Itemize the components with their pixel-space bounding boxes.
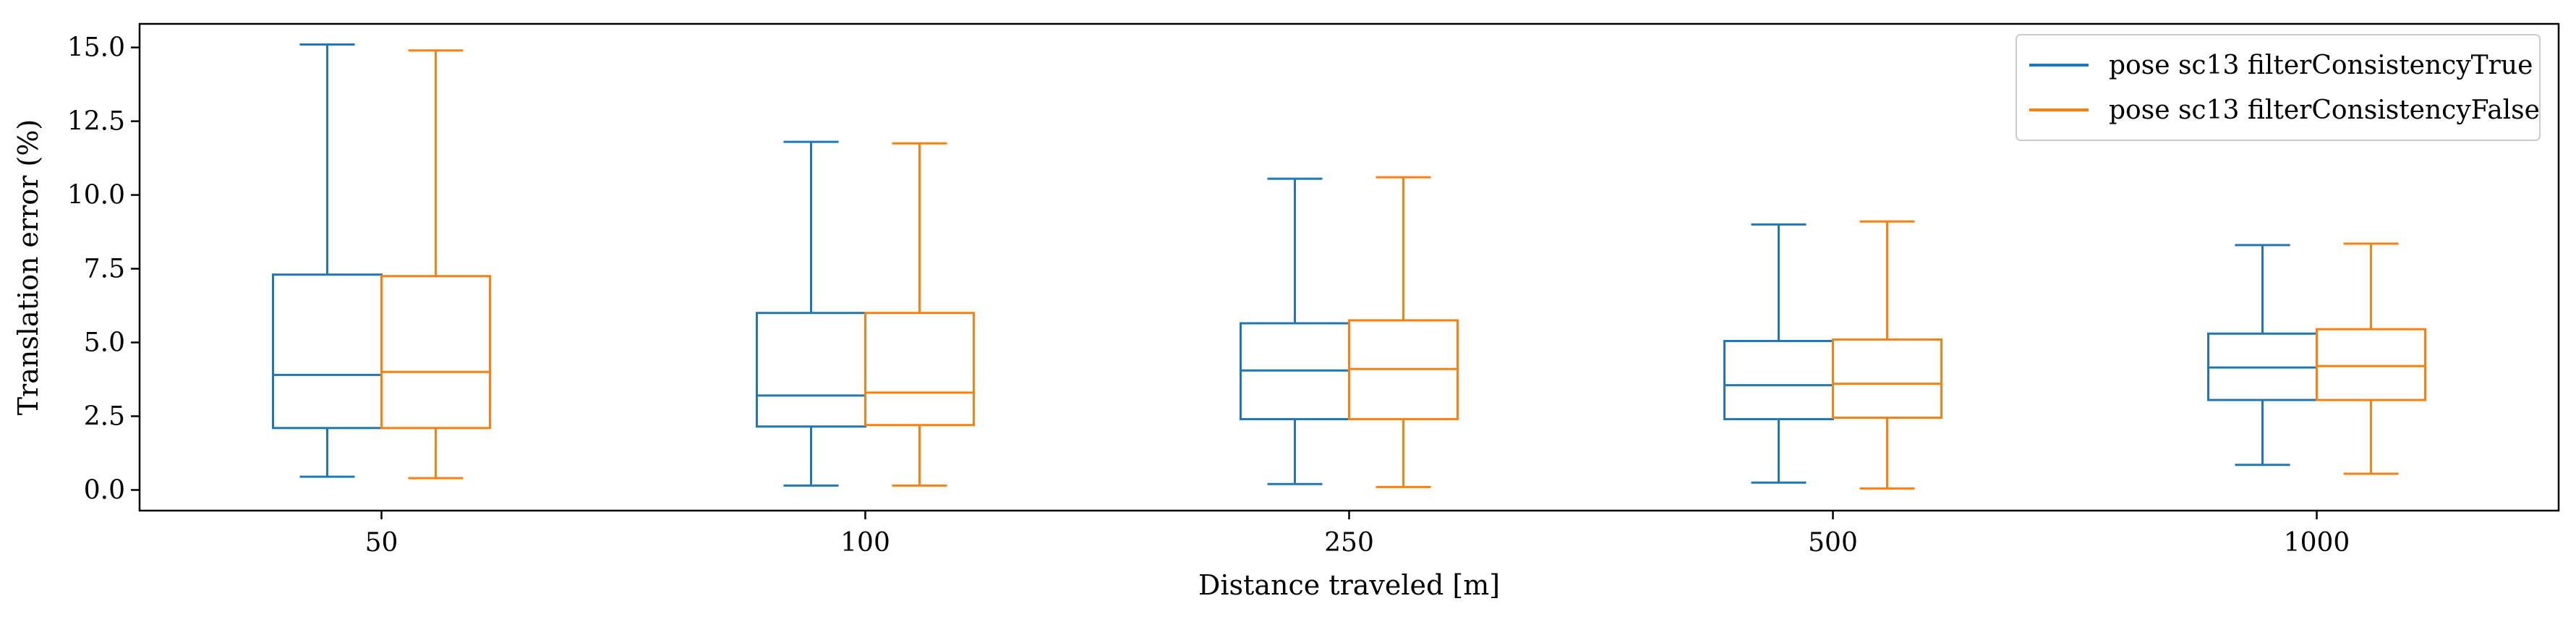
- iqr-box: [380, 275, 491, 430]
- y-axis-label: Translation error (%): [12, 119, 44, 416]
- x-axis: 50 100 250 500 1000: [365, 511, 2350, 558]
- x-tick-label: 50: [365, 528, 398, 558]
- iqr-box: [1832, 338, 1942, 419]
- x-tick-label: 500: [1808, 528, 1858, 558]
- box-500-series-2: [1832, 220, 1942, 490]
- box-50-series-2: [380, 49, 491, 480]
- x-axis-label: Distance traveled [m]: [1198, 569, 1500, 601]
- legend-entry-series-1: pose sc13 filterConsistencyTrue: [2109, 51, 2533, 80]
- y-tick-label: 2.5: [84, 401, 125, 431]
- axes-frame: [138, 22, 2560, 512]
- box-250-series-2: [1348, 176, 1459, 488]
- legend-box: [2016, 34, 2541, 141]
- x-tick-label: 1000: [2284, 528, 2350, 558]
- y-tick-label: 7.5: [84, 255, 125, 284]
- box-100-series-2: [864, 142, 975, 487]
- y-tick-label: 12.5: [67, 107, 125, 137]
- iqr-box: [864, 312, 975, 427]
- y-tick-label: 10.0: [67, 181, 125, 210]
- y-tick-label: 0.0: [84, 475, 125, 505]
- legend-entry-series-2: pose sc13 filterConsistencyFalse: [2109, 95, 2540, 125]
- plot-area: [272, 43, 2426, 490]
- iqr-box: [2316, 328, 2426, 401]
- box-1000-series-2: [2316, 242, 2426, 475]
- legend: pose sc13 filterConsistencyTrue pose sc1…: [2016, 34, 2541, 141]
- y-axis: 0.0 2.5 5.0 7.5 10.0 12.5 15.0: [67, 33, 140, 505]
- x-tick-label: 250: [1324, 528, 1374, 558]
- x-tick-label: 100: [840, 528, 890, 558]
- y-tick-label: 5.0: [84, 328, 125, 358]
- box-50-series-1: [272, 43, 383, 478]
- y-tick-label: 15.0: [67, 33, 125, 63]
